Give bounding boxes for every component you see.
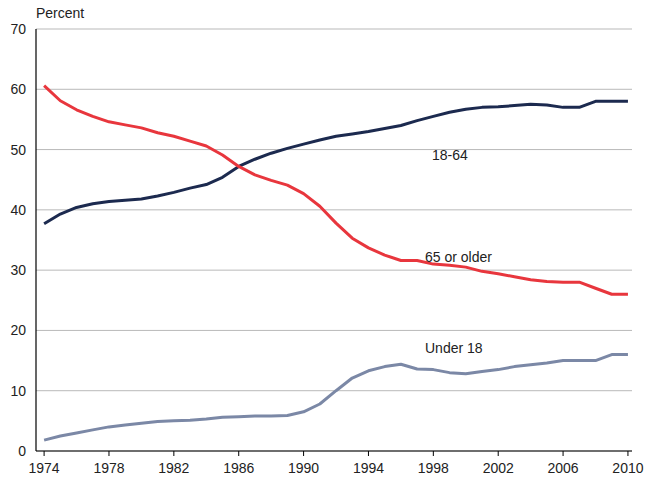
y-tick-label: 40: [10, 202, 26, 218]
y-axis-label: Percent: [36, 5, 84, 21]
x-tick-label: 2002: [483, 460, 514, 476]
grid-line: [36, 209, 632, 210]
x-tick: [238, 451, 239, 456]
x-tick: [108, 451, 109, 456]
x-tick-label: 1986: [223, 460, 254, 476]
y-tick-label: 60: [10, 81, 26, 97]
grid-line: [36, 89, 632, 90]
x-tick-label: 1978: [93, 460, 124, 476]
x-tick: [173, 451, 174, 456]
x-tick-label: 2006: [547, 460, 578, 476]
grid-line: [36, 270, 632, 271]
grid-line: [36, 29, 632, 30]
series-line: [44, 86, 628, 295]
chart: 0 10 20 30 40 50 60 70 1974 1978 1982 1986 1990 1994 1…: [0, 0, 651, 483]
x-tick-label: 1982: [158, 460, 189, 476]
grid-line: [36, 149, 632, 150]
x-tick: [433, 451, 434, 456]
series-line: [44, 101, 628, 223]
x-tick: [563, 451, 564, 456]
x-tick-label: 1990: [288, 460, 319, 476]
series-label: 65 or older: [425, 249, 492, 265]
y-tick-label: 70: [10, 21, 26, 37]
x-tick-label: 1974: [29, 460, 60, 476]
series-line: [44, 355, 628, 441]
x-tick-label: 1994: [353, 460, 384, 476]
x-tick-label: 2010: [612, 460, 643, 476]
x-tick: [498, 451, 499, 456]
y-tick-label: 0: [18, 443, 26, 459]
x-tick: [368, 451, 369, 456]
y-axis: [35, 29, 36, 451]
series-label: Under 18: [425, 340, 483, 356]
y-tick-label: 10: [10, 383, 26, 399]
plot-lines: [44, 86, 628, 440]
x-axis: [36, 450, 632, 451]
series-label: 18-64: [432, 147, 468, 163]
x-tick: [627, 451, 628, 456]
x-tick: [44, 451, 45, 456]
x-tick: [303, 451, 304, 456]
x-tick-label: 1998: [418, 460, 449, 476]
y-tick-label: 20: [10, 322, 26, 338]
y-tick-label: 50: [10, 142, 26, 158]
y-tick-label: 30: [10, 262, 26, 278]
grid-line: [36, 451, 632, 452]
grid-line: [36, 330, 632, 331]
